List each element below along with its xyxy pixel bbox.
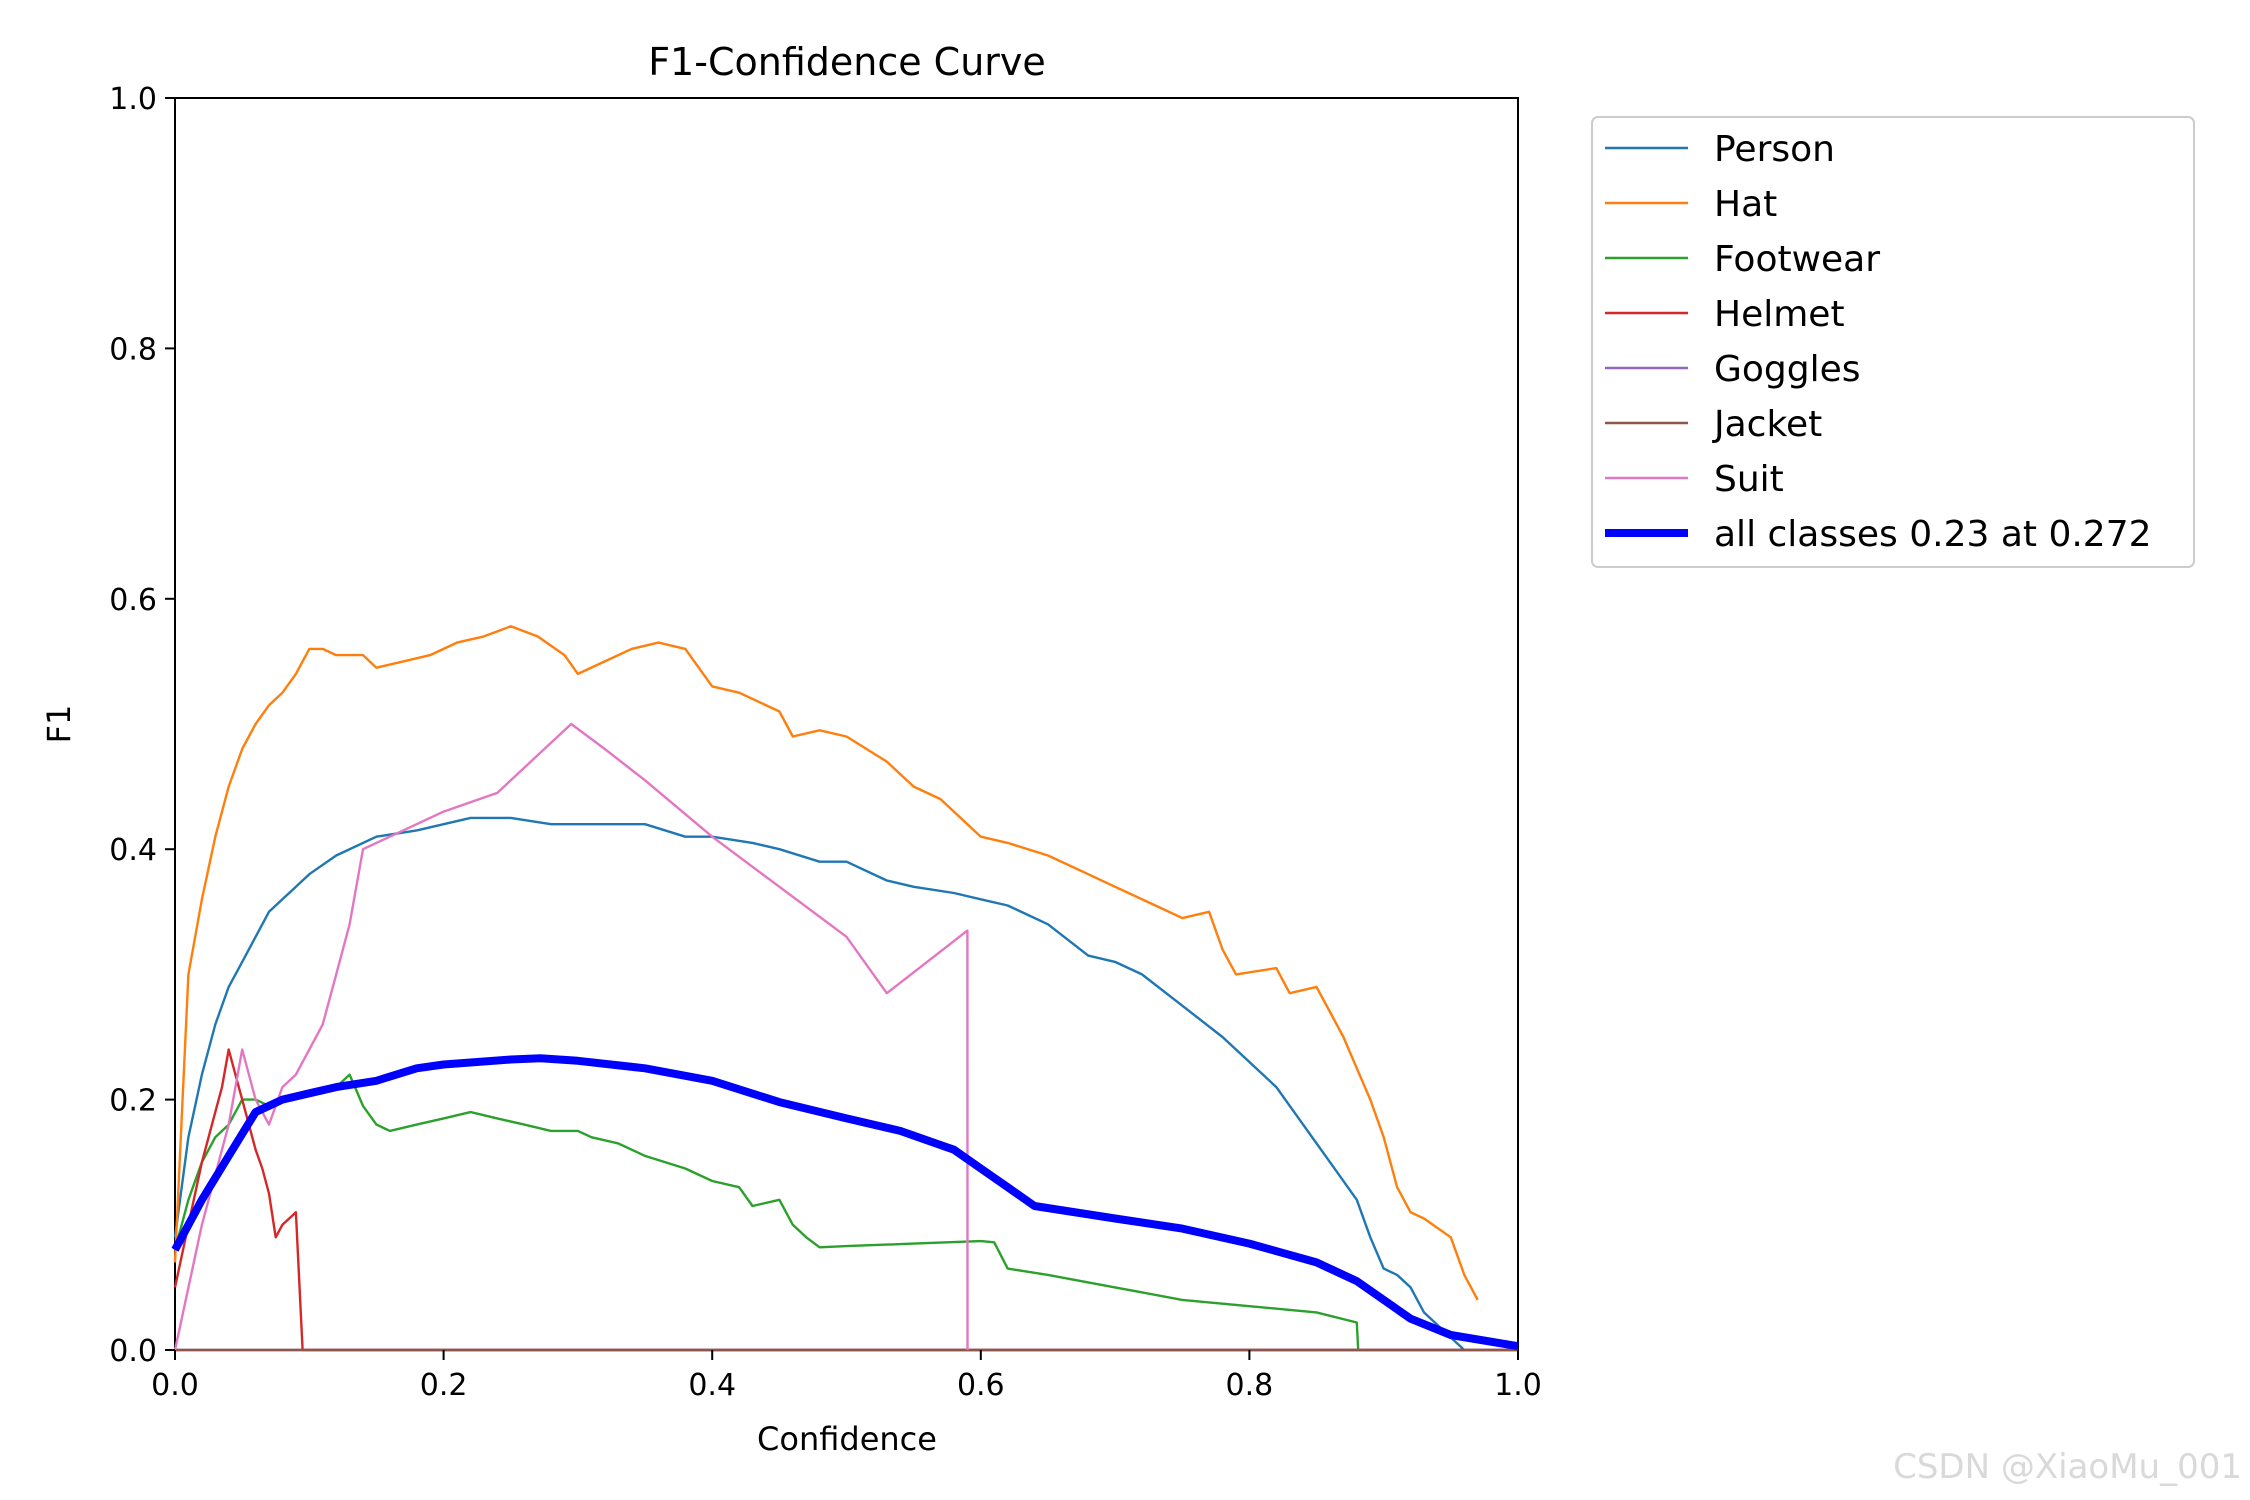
x-tick-label: 0.0 bbox=[151, 1368, 199, 1403]
y-tick-label: 0.2 bbox=[109, 1084, 157, 1119]
chart-title: F1-Confidence Curve bbox=[648, 40, 1046, 84]
legend-label: Person bbox=[1714, 129, 1835, 170]
legend-label: Suit bbox=[1714, 459, 1784, 500]
legend-box bbox=[1591, 116, 2195, 568]
legend-label: Hat bbox=[1714, 184, 1777, 225]
plot-frame bbox=[174, 97, 1519, 1351]
x-tick-label: 0.2 bbox=[420, 1368, 468, 1403]
plot-area bbox=[171, 97, 1519, 1352]
x-tick-label: 0.4 bbox=[688, 1368, 736, 1403]
y-tick-label: 0.6 bbox=[109, 583, 157, 618]
y-tick-label: 0.0 bbox=[109, 1334, 157, 1369]
series-line-helmet bbox=[173, 1048, 1518, 1352]
legend-label: Jacket bbox=[1712, 404, 1822, 445]
x-tick-label: 0.8 bbox=[1226, 1368, 1274, 1403]
legend-label: Goggles bbox=[1714, 349, 1861, 390]
series-layer bbox=[171, 625, 1519, 1352]
x-axis-ticks: 0.0 0.2 0.4 0.6 0.8 1.0 bbox=[151, 1350, 1542, 1403]
y-axis-label: F1 bbox=[40, 705, 78, 744]
y-axis-ticks: 0.0 0.2 0.4 0.6 0.8 1.0 bbox=[109, 82, 175, 1369]
series-line-suit bbox=[173, 722, 969, 1351]
x-axis-label: Confidence bbox=[757, 1420, 937, 1458]
legend-label: Helmet bbox=[1714, 294, 1845, 335]
watermark: CSDN @XiaoMu_001 bbox=[1893, 1447, 2242, 1487]
y-tick-label: 0.4 bbox=[109, 833, 157, 868]
legend-label: all classes 0.23 at 0.272 bbox=[1714, 514, 2152, 555]
legend-label: Footwear bbox=[1714, 239, 1880, 280]
y-tick-label: 1.0 bbox=[109, 82, 157, 117]
x-tick-label: 1.0 bbox=[1494, 1368, 1542, 1403]
y-tick-label: 0.8 bbox=[109, 332, 157, 367]
x-tick-label: 0.6 bbox=[957, 1368, 1005, 1403]
series-line-person bbox=[173, 816, 1466, 1351]
series-line-all-classes-0-23-at-0-272 bbox=[171, 1054, 1519, 1351]
legend: Person Hat Footwear Helmet Goggles Jacket Suit… bbox=[1591, 116, 2195, 568]
series-line-footwear bbox=[173, 1073, 1360, 1351]
series-line-hat bbox=[173, 625, 1479, 1301]
